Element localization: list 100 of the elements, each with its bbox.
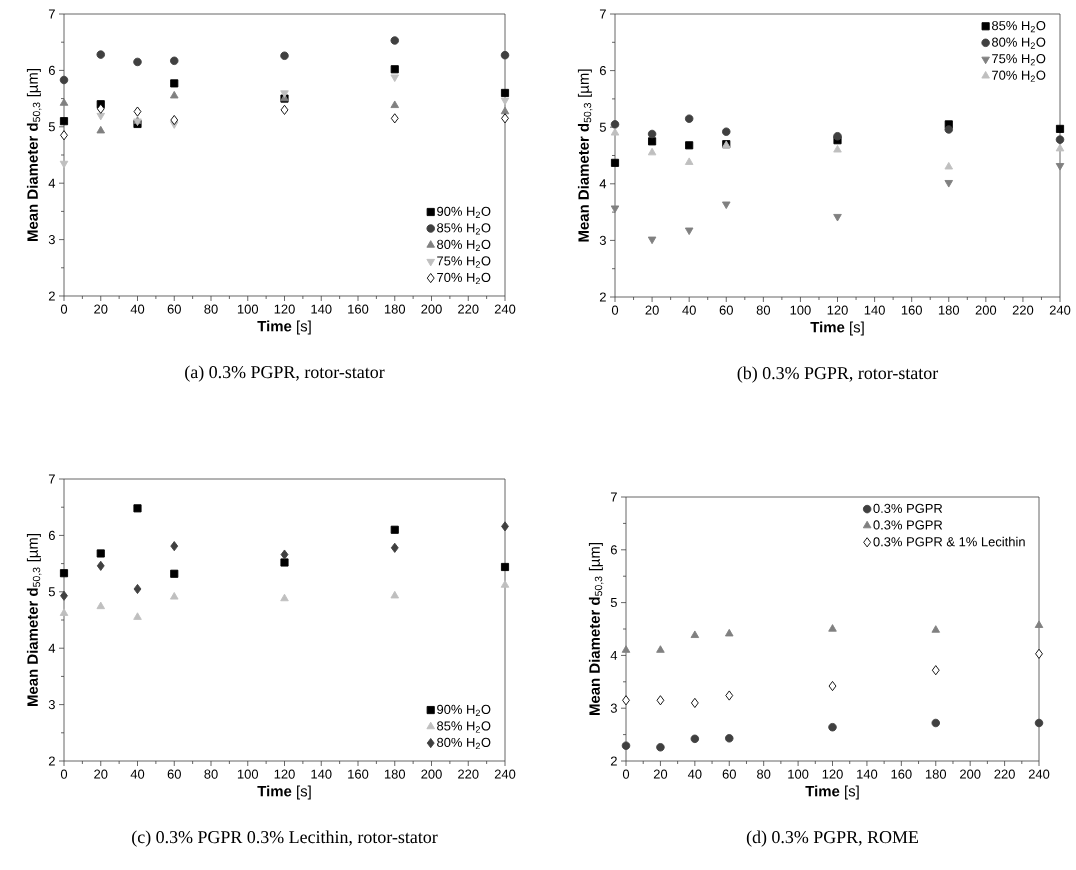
x-tick-label: 0 — [60, 304, 68, 314]
x-tick-label: 200 — [421, 304, 442, 314]
y-tick-label: 7 — [48, 474, 55, 484]
y-tick-label: 7 — [599, 9, 606, 19]
y-tick-label: 4 — [610, 650, 618, 660]
x-tick-label: 80 — [204, 304, 218, 314]
x-axis-title: Time [s] — [810, 321, 864, 336]
y-tick-label: 4 — [48, 643, 56, 653]
x-tick-label: 140 — [864, 305, 885, 315]
legend-label: 80% H$_{2}$O — [992, 37, 1046, 49]
x-tick-label: 20 — [645, 305, 659, 315]
text: (d) 0.3% PGPR, ROME — [746, 830, 919, 847]
x-tick-label: 220 — [458, 769, 479, 779]
y-tick-label: 6 — [599, 66, 606, 76]
y-tick-label: 5 — [610, 598, 617, 608]
x-tick-label: 240 — [494, 769, 516, 779]
legend-label: 75% H$_{2}$O — [437, 256, 491, 268]
y-tick-label: 5 — [48, 587, 55, 597]
x-tick-label: 60 — [167, 304, 181, 314]
x-axis-title: Time [s] — [805, 785, 859, 800]
x-tick-label: 180 — [925, 769, 947, 779]
x-tick-label: 100 — [788, 769, 809, 779]
legend-label: 0.3% PGPR & 1% Lecithin — [873, 536, 1025, 547]
x-tick-label: 80 — [756, 305, 771, 315]
text: (a) 0.3% PGPR, rotor-stator — [185, 365, 385, 382]
x-tick-label: 20 — [94, 769, 108, 779]
x-tick-label: 100 — [790, 305, 811, 315]
x-tick-label: 160 — [901, 305, 922, 315]
y-tick-label: 3 — [48, 700, 55, 710]
legend-label: 70% H$_{2}$O — [437, 272, 491, 285]
y-axis-title: Mean Diameter d$_{50,3}$ [µm] — [588, 543, 604, 715]
legend-label: 80% H$_{2}$O — [437, 239, 491, 252]
y-tick-label: 4 — [599, 179, 607, 189]
y-tick-label: 5 — [48, 122, 55, 132]
legend-label: 70% H$_{2}$O — [992, 70, 1046, 82]
y-axis-title: Mean Diameter d$_{50,3}$ [µm] — [577, 69, 593, 242]
x-tick-label: 80 — [757, 769, 771, 779]
x-tick-label: 40 — [130, 769, 145, 779]
x-tick-label: 140 — [857, 769, 878, 779]
x-tick-label: 140 — [311, 769, 332, 779]
x-tick-label: 80 — [204, 769, 218, 779]
legend-label: 85% H$_{2}$O — [437, 721, 491, 733]
y-tick-label: 7 — [48, 9, 55, 19]
y-tick-label: 2 — [48, 756, 55, 766]
x-tick-label: 180 — [938, 305, 960, 315]
legend-label: 90% H$_{2}$O — [437, 704, 491, 717]
text: (b) 0.3% PGPR, rotor-stator — [737, 366, 939, 383]
y-tick-label: 6 — [610, 545, 617, 555]
legend-label: 90% H$_{2}$O — [437, 206, 491, 218]
x-tick-label: 0 — [60, 769, 68, 779]
x-axis-title: Time [s] — [257, 785, 311, 800]
y-axis-title: Mean Diameter d$_{50,3}$ [µm] — [26, 534, 42, 706]
y-tick-label: 6 — [48, 530, 55, 540]
x-tick-label: 120 — [274, 304, 295, 314]
x-tick-label: 40 — [687, 769, 702, 779]
x-tick-label: 180 — [384, 769, 406, 779]
x-tick-label: 160 — [348, 769, 369, 779]
x-tick-label: 200 — [960, 769, 981, 779]
text: (c) 0.3% PGPR 0.3% Lecithin, rotor-stator — [132, 830, 438, 847]
y-tick-label: 2 — [610, 756, 617, 766]
y-tick-label: 6 — [48, 65, 55, 75]
x-tick-label: 120 — [274, 769, 295, 779]
x-axis-title: Time [s] — [257, 320, 311, 335]
x-tick-label: 240 — [1028, 769, 1050, 779]
x-tick-label: 40 — [682, 305, 696, 315]
x-tick-label: 220 — [994, 769, 1015, 779]
x-tick-label: 120 — [827, 305, 848, 315]
y-tick-label: 3 — [610, 703, 617, 713]
legend-label: 0.3% PGPR — [873, 520, 943, 530]
x-tick-label: 100 — [237, 304, 259, 314]
legend-label: 0.3% PGPR — [873, 503, 943, 513]
legend-label: 75% H$_{2}$O — [992, 54, 1046, 66]
x-tick-label: 20 — [94, 304, 108, 314]
legend-label: 85% H$_{2}$O — [437, 223, 491, 235]
x-tick-label: 100 — [237, 769, 259, 779]
x-tick-label: 240 — [494, 304, 516, 314]
x-tick-label: 240 — [1049, 305, 1071, 315]
x-tick-label: 160 — [891, 769, 912, 779]
y-tick-label: 3 — [48, 235, 55, 245]
x-tick-label: 140 — [311, 304, 332, 314]
y-tick-label: 5 — [599, 122, 606, 132]
x-tick-label: 40 — [130, 304, 145, 314]
x-tick-label: 60 — [167, 769, 181, 779]
x-tick-label: 200 — [421, 769, 442, 779]
x-tick-label: 220 — [458, 304, 479, 314]
x-tick-label: 160 — [348, 304, 369, 314]
y-axis-title: Mean Diameter d$_{50,3}$ [µm] — [26, 69, 42, 241]
x-tick-label: 20 — [653, 769, 668, 779]
x-tick-label: 0 — [611, 305, 619, 315]
legend-label: 85% H$_{2}$O — [992, 21, 1046, 33]
y-tick-label: 7 — [610, 492, 617, 502]
y-tick-label: 4 — [48, 178, 56, 188]
y-tick-label: 2 — [48, 291, 55, 301]
x-tick-label: 120 — [822, 769, 843, 779]
x-tick-label: 220 — [1012, 305, 1034, 315]
x-tick-label: 60 — [719, 305, 733, 315]
y-tick-label: 2 — [599, 292, 606, 302]
x-tick-label: 200 — [975, 305, 997, 315]
x-tick-label: 0 — [622, 769, 630, 779]
x-tick-label: 180 — [384, 304, 406, 314]
